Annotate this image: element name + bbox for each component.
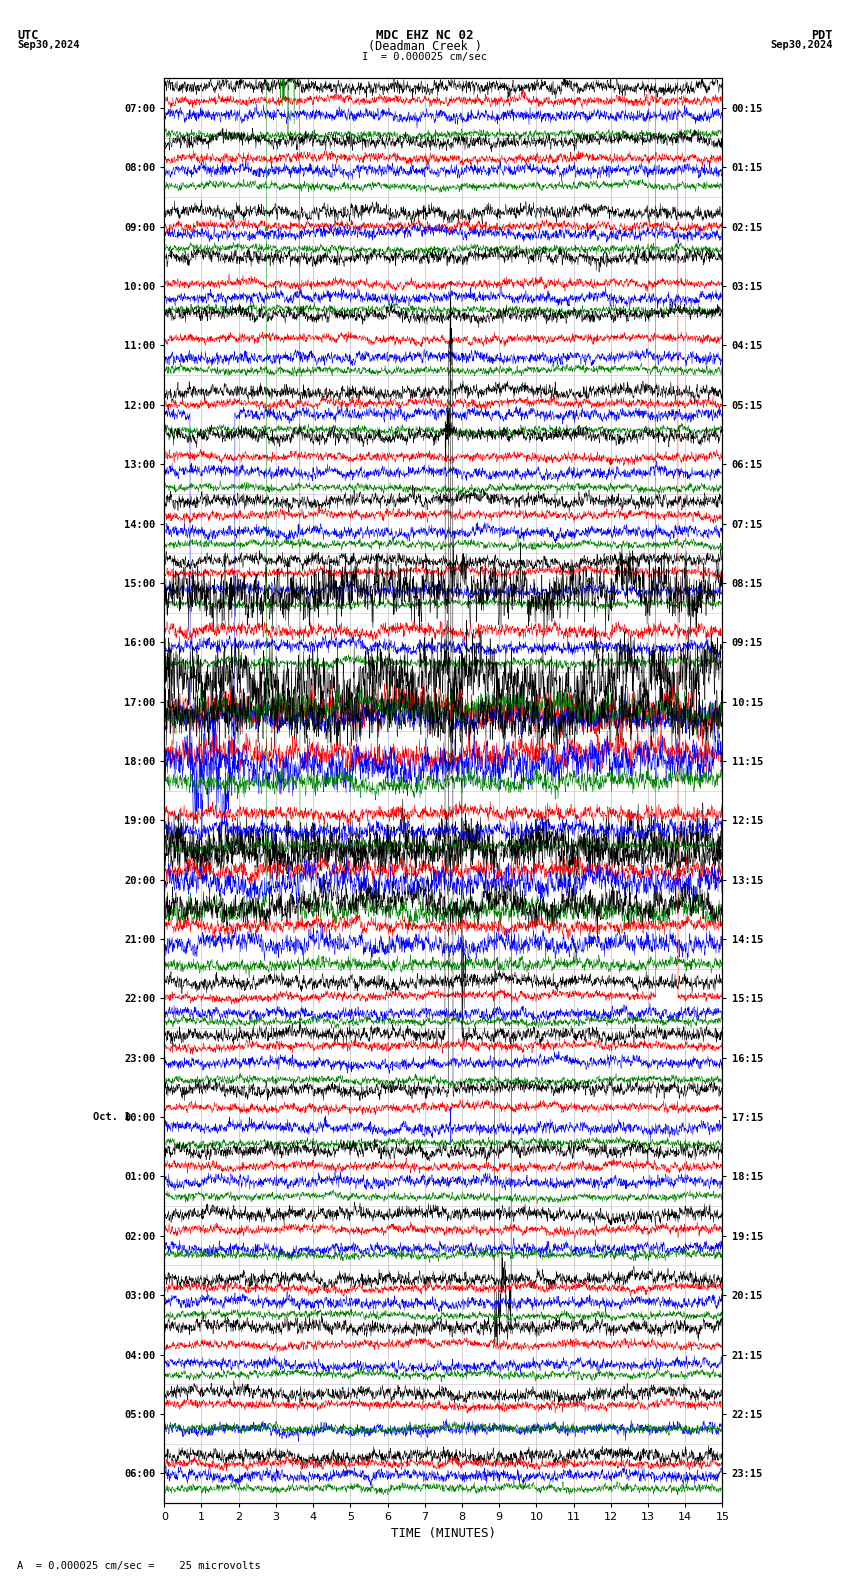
Text: Sep30,2024: Sep30,2024: [770, 40, 833, 49]
Text: Sep30,2024: Sep30,2024: [17, 40, 80, 49]
Text: Oct. 1: Oct. 1: [94, 1112, 131, 1121]
Text: MDC EHZ NC 02: MDC EHZ NC 02: [377, 29, 473, 41]
Text: (Deadman Creek ): (Deadman Creek ): [368, 40, 482, 52]
Text: PDT: PDT: [812, 29, 833, 41]
Text: I  = 0.000025 cm/sec: I = 0.000025 cm/sec: [362, 52, 488, 62]
X-axis label: TIME (MINUTES): TIME (MINUTES): [391, 1527, 496, 1541]
Text: A  = 0.000025 cm/sec =    25 microvolts: A = 0.000025 cm/sec = 25 microvolts: [17, 1562, 261, 1571]
Text: UTC: UTC: [17, 29, 38, 41]
